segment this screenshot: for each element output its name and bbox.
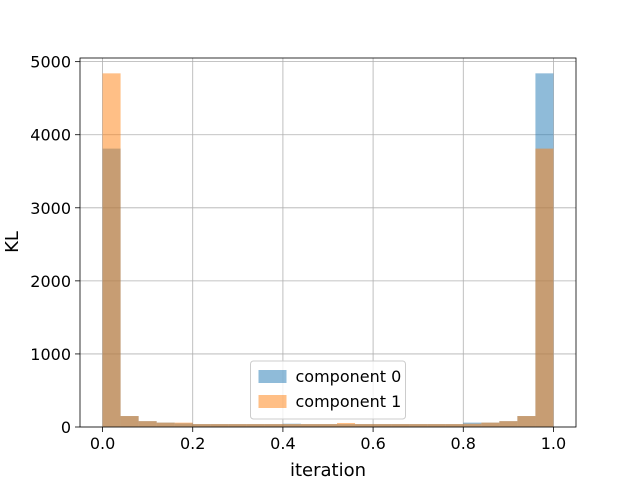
legend-swatch xyxy=(258,370,287,383)
bar-series-1 xyxy=(445,424,464,427)
bar-series-1 xyxy=(282,424,301,427)
x-tick-label: 0.6 xyxy=(360,434,385,453)
y-tick-label: 4000 xyxy=(30,126,71,145)
x-tick-label: 0.0 xyxy=(90,434,115,453)
bar-series-1 xyxy=(228,424,247,427)
y-tick-label: 1000 xyxy=(30,345,71,364)
bar-series-1 xyxy=(264,424,283,427)
plot-frame xyxy=(79,57,577,428)
bar-series-1 xyxy=(535,148,554,427)
bar-series-1 xyxy=(174,422,193,427)
histogram-bars xyxy=(102,73,554,428)
y-axis-ticks: 0 1000 2000 3000 4000 5000 xyxy=(30,53,80,437)
bar-series-1 xyxy=(427,424,446,427)
legend-swatch xyxy=(258,395,287,408)
bar-series-1 xyxy=(318,424,338,427)
x-tick-label: 0.2 xyxy=(180,434,205,453)
bar-series-1 xyxy=(355,424,374,427)
bar-series-1 xyxy=(300,424,319,427)
bar-series-1 xyxy=(246,424,265,427)
bar-series-1 xyxy=(192,424,211,427)
bar-series-1 xyxy=(481,422,500,427)
y-axis-label: KL xyxy=(2,231,23,253)
bar-series-1 xyxy=(337,422,356,427)
bar-series-1 xyxy=(373,424,392,427)
bar-series-1 xyxy=(463,423,482,427)
bar-series-1 xyxy=(120,416,139,427)
legend: component 0 component 1 xyxy=(250,360,406,420)
y-tick-label: 0 xyxy=(61,418,71,437)
legend-box xyxy=(250,360,406,420)
x-tick-label: 0.4 xyxy=(270,434,295,453)
y-tick-label: 3000 xyxy=(30,199,71,218)
bar-series-1 xyxy=(499,421,518,427)
bar-series-1 xyxy=(138,421,157,427)
legend-label: component 1 xyxy=(296,392,402,411)
bar-series-1 xyxy=(517,416,536,427)
x-axis-label: iteration xyxy=(290,460,366,480)
x-tick-label: 1.0 xyxy=(541,434,566,453)
y-tick-label: 5000 xyxy=(30,53,71,72)
bar-series-1 xyxy=(156,422,175,427)
x-tick-label: 0.8 xyxy=(451,434,476,453)
bar-series-1 xyxy=(409,424,428,427)
bar-series-1 xyxy=(102,73,121,428)
y-tick-label: 2000 xyxy=(30,272,71,291)
x-axis-ticks: 0.0 0.2 0.4 0.6 0.8 1.0 xyxy=(90,427,566,453)
bar-series-1 xyxy=(210,424,229,427)
bar-series-1 xyxy=(391,424,410,427)
legend-label: component 0 xyxy=(296,367,402,386)
